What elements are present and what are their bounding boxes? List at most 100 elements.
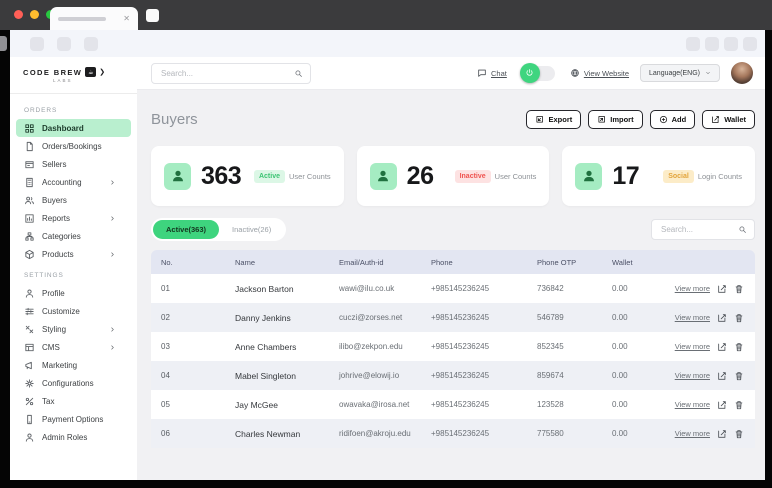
edit-button[interactable]	[717, 342, 727, 352]
page-actions: Export Import Add Wallet	[526, 109, 755, 129]
nav-section-label: SETTINGS	[24, 272, 64, 279]
sidebar-item-orders-bookings[interactable]: Orders/Bookings	[16, 137, 131, 155]
sidebar-item-customize[interactable]: Customize	[16, 302, 131, 320]
table-row[interactable]: 03 Anne Chambers ilibo@zekpon.edu +98514523…	[151, 332, 755, 361]
add-button[interactable]: Add	[649, 109, 696, 129]
toolbar-button[interactable]	[743, 36, 757, 51]
chat-link[interactable]: Chat	[477, 68, 507, 78]
tab-active-363[interactable]: Active(363)	[153, 220, 220, 239]
sidebar-item-categories[interactable]: Categories	[16, 227, 131, 245]
marketing-icon	[24, 360, 35, 371]
tab-title-placeholder	[58, 16, 106, 21]
export-icon	[535, 115, 544, 124]
import-icon	[597, 115, 606, 124]
sidebar-item-label: Categories	[42, 231, 81, 241]
edit-button[interactable]	[717, 371, 727, 381]
delete-button[interactable]	[734, 313, 744, 323]
toolbar-button[interactable]	[705, 36, 719, 51]
toolbar-button[interactable]	[686, 36, 700, 51]
back-button[interactable]	[30, 36, 44, 51]
sidebar-item-payment-options[interactable]: Payment Options	[16, 410, 131, 428]
tab-close-icon[interactable]: ✕	[123, 13, 130, 23]
nav-section-label: ORDERS	[24, 107, 58, 114]
sidebar-item-tax[interactable]: Tax	[16, 392, 131, 410]
logo-text: CODE BREW	[23, 67, 83, 77]
reload-button[interactable]	[84, 36, 98, 51]
sidebar-item-configurations[interactable]: Configurations	[16, 374, 131, 392]
table-row[interactable]: 06 Charles Newman ridifoen@akroju.edu +9851…	[151, 419, 755, 448]
column-header: Wallet	[612, 257, 633, 267]
sidebar-item-products[interactable]: Products	[16, 245, 131, 263]
sidebar-item-buyers[interactable]: Buyers	[16, 191, 131, 209]
sidebar-item-sellers[interactable]: Sellers	[16, 155, 131, 173]
view-more-link[interactable]: View more	[674, 284, 710, 293]
sidebar-item-marketing[interactable]: Marketing	[16, 356, 131, 374]
wallet-icon	[711, 115, 720, 124]
power-icon	[525, 68, 534, 77]
language-selector[interactable]: Language(ENG)	[640, 64, 720, 82]
search-icon	[294, 69, 303, 78]
table-search-input[interactable]	[659, 224, 738, 235]
global-search[interactable]	[151, 62, 311, 84]
wallet-button[interactable]: Wallet	[702, 109, 755, 129]
close-window-button[interactable]	[14, 10, 23, 19]
edit-button[interactable]	[717, 429, 727, 439]
delete-button[interactable]	[734, 342, 744, 352]
edit-button[interactable]	[717, 400, 727, 410]
language-label: Language(ENG)	[649, 69, 700, 77]
toolbar-button[interactable]	[724, 36, 738, 51]
profile-avatar[interactable]	[731, 62, 753, 84]
row-number: 03	[161, 342, 170, 351]
view-more-link[interactable]: View more	[674, 313, 710, 322]
sidebar-item-cms[interactable]: CMS	[16, 338, 131, 356]
sidebar-item-label: CMS	[42, 342, 60, 352]
buyer-email: ilibo@zekpon.edu	[339, 342, 403, 351]
view-more-link[interactable]: View more	[674, 429, 710, 438]
status-badge: Inactive	[454, 169, 491, 183]
view-website-label: View Website	[583, 68, 630, 78]
column-header: Phone OTP	[537, 257, 577, 267]
view-more-link[interactable]: View more	[674, 342, 710, 351]
table-row[interactable]: 01 Jackson Barton wawi@ilu.co.uk +985145236…	[151, 274, 755, 303]
delete-button[interactable]	[734, 371, 744, 381]
sidebar-item-label: Styling	[42, 324, 67, 334]
global-search-input[interactable]	[159, 67, 294, 79]
sidebar-item-styling[interactable]: Styling	[16, 320, 131, 338]
import-button[interactable]: Import	[588, 109, 643, 129]
site-status-toggle[interactable]	[519, 62, 555, 83]
view-more-link[interactable]: View more	[674, 371, 710, 380]
delete-button[interactable]	[734, 400, 744, 410]
view-website-link[interactable]: View Website	[570, 68, 629, 78]
delete-button[interactable]	[734, 429, 744, 439]
top-header: Chat View Website Language(ENG)	[137, 57, 765, 90]
edit-button[interactable]	[717, 284, 727, 294]
table-row[interactable]: 05 Jay McGee owavaka@irosa.net +98514523624…	[151, 390, 755, 419]
table-search[interactable]	[651, 219, 755, 240]
table-row[interactable]: 02 Danny Jenkins cuczi@zorses.net +98514523…	[151, 303, 755, 332]
toggle-knob[interactable]	[519, 62, 540, 83]
delete-button[interactable]	[734, 284, 744, 294]
sidebar-item-profile[interactable]: Profile	[16, 284, 131, 302]
browser-tab[interactable]: ✕	[50, 7, 138, 30]
buyer-phone-otp: 852345	[537, 342, 564, 351]
buyer-name: Danny Jenkins	[235, 312, 291, 323]
table-row[interactable]: 04 Mabel Singleton johrive@elowij.io +98514…	[151, 361, 755, 390]
user-icon	[369, 162, 397, 190]
sidebar-item-reports[interactable]: Reports	[16, 209, 131, 227]
page-title: Buyers	[151, 110, 198, 128]
sidebar-item-accounting[interactable]: Accounting	[16, 173, 131, 191]
view-more-link[interactable]: View more	[674, 400, 710, 409]
new-tab-button[interactable]	[146, 9, 159, 22]
export-button[interactable]: Export	[526, 109, 582, 129]
edit-button[interactable]	[717, 313, 727, 323]
buyer-email: wawi@ilu.co.uk	[339, 284, 395, 293]
minimize-window-button[interactable]	[30, 10, 39, 19]
sidebar-item-admin-roles[interactable]: Admin Roles	[16, 428, 131, 446]
orders-bookings-icon	[24, 141, 35, 152]
tab-inactive-26[interactable]: Inactive(26)	[232, 225, 272, 234]
buyer-phone: +985145236245	[431, 371, 490, 380]
forward-button[interactable]	[57, 36, 71, 51]
buyers-table: No. Name Email/Auth-id Phone Phone OTP Wallet…	[151, 250, 755, 448]
row-number: 05	[161, 400, 170, 409]
sidebar-item-dashboard[interactable]: Dashboard	[16, 119, 131, 137]
